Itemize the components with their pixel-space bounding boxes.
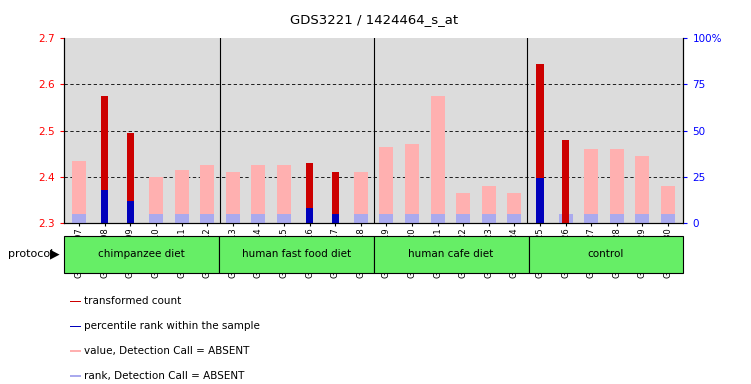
Bar	[174, 214, 189, 223]
Bar	[610, 149, 624, 223]
Bar	[306, 163, 313, 223]
Bar	[127, 133, 134, 223]
Bar	[70, 376, 81, 377]
Text: human cafe diet: human cafe diet	[409, 249, 493, 260]
Text: ▶: ▶	[50, 248, 60, 261]
Bar	[226, 172, 240, 223]
Bar	[482, 214, 496, 223]
Bar	[529, 236, 683, 273]
Bar	[149, 177, 163, 223]
Bar	[72, 161, 86, 223]
Bar	[379, 214, 394, 223]
Text: human fast food diet: human fast food diet	[242, 249, 351, 260]
Bar	[70, 301, 81, 302]
Bar	[306, 208, 313, 223]
Bar	[536, 179, 544, 223]
Bar	[508, 193, 521, 223]
Bar	[536, 64, 544, 223]
Bar	[101, 190, 108, 223]
Bar	[405, 144, 419, 223]
Bar	[559, 214, 573, 223]
Bar	[277, 165, 291, 223]
Bar	[201, 165, 214, 223]
Text: rank, Detection Call = ABSENT: rank, Detection Call = ABSENT	[84, 371, 245, 381]
Bar	[482, 186, 496, 223]
Bar	[373, 236, 529, 273]
Text: protocol: protocol	[8, 249, 53, 260]
Text: GDS3221 / 1424464_s_at: GDS3221 / 1424464_s_at	[290, 13, 457, 26]
Bar	[354, 172, 368, 223]
Text: chimpanzee diet: chimpanzee diet	[98, 249, 185, 260]
Bar	[226, 214, 240, 223]
Bar	[174, 170, 189, 223]
Bar	[70, 326, 81, 327]
Bar	[635, 156, 650, 223]
Text: transformed count: transformed count	[84, 296, 182, 306]
Bar	[354, 214, 368, 223]
Bar	[508, 214, 521, 223]
Bar	[219, 236, 373, 273]
Bar	[149, 214, 163, 223]
Bar	[101, 96, 108, 223]
Bar	[252, 214, 265, 223]
Bar	[430, 96, 445, 223]
Bar	[252, 165, 265, 223]
Bar	[405, 214, 419, 223]
Bar	[277, 214, 291, 223]
Bar	[635, 214, 650, 223]
Bar	[584, 149, 599, 223]
Bar	[584, 214, 599, 223]
Text: value, Detection Call = ABSENT: value, Detection Call = ABSENT	[84, 346, 249, 356]
Bar	[332, 214, 339, 223]
Bar	[72, 214, 86, 223]
Bar	[456, 214, 470, 223]
Bar	[332, 172, 339, 223]
Bar	[610, 214, 624, 223]
Text: control: control	[588, 249, 624, 260]
Bar	[70, 351, 81, 352]
Bar	[64, 236, 219, 273]
Bar	[379, 147, 394, 223]
Bar	[562, 140, 569, 223]
Bar	[456, 193, 470, 223]
Bar	[661, 186, 675, 223]
Bar	[661, 214, 675, 223]
Bar	[430, 214, 445, 223]
Bar	[127, 200, 134, 223]
Text: percentile rank within the sample: percentile rank within the sample	[84, 321, 260, 331]
Bar	[201, 214, 214, 223]
